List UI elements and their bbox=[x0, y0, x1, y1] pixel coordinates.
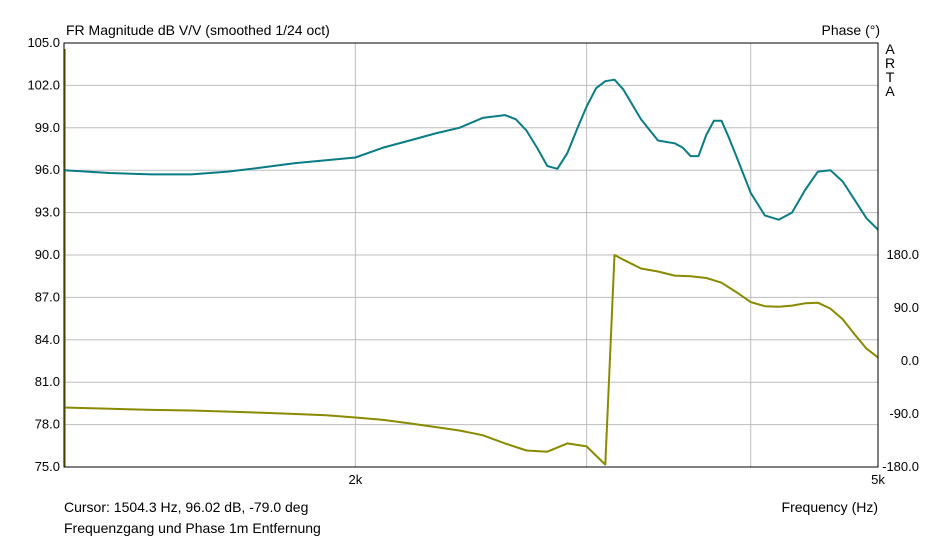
y-tick-label: 90.0 bbox=[35, 247, 60, 262]
y2-tick-label: 180.0 bbox=[886, 247, 919, 262]
y-tick-label: 78.0 bbox=[35, 417, 60, 432]
y2-tick-label: -90.0 bbox=[889, 406, 919, 421]
arta-letter: T bbox=[885, 69, 895, 85]
y-tick-label: 96.0 bbox=[35, 162, 60, 177]
y-tick-label: 99.0 bbox=[35, 120, 60, 135]
chart-caption: Frequenzgang und Phase 1m Entfernung bbox=[64, 520, 321, 536]
right-axis-title: Phase (°) bbox=[821, 22, 880, 38]
chart-title: FR Magnitude dB V/V (smoothed 1/24 oct) bbox=[66, 22, 330, 38]
x-tick-label: 2k bbox=[348, 472, 362, 487]
y-tick-label: 87.0 bbox=[35, 289, 60, 304]
y-tick-label: 84.0 bbox=[35, 332, 60, 347]
magnitude-series-line bbox=[63, 78, 879, 231]
y-tick-label: 75.0 bbox=[35, 459, 60, 474]
arta-letter: R bbox=[884, 55, 896, 71]
y-tick-label: 102.0 bbox=[27, 77, 60, 92]
arta-label: A R T A bbox=[884, 42, 896, 98]
y-tick-label: 93.0 bbox=[35, 205, 60, 220]
y-tick-label: 81.0 bbox=[35, 374, 60, 389]
series-lines bbox=[63, 49, 879, 467]
y-tick-label: 105.0 bbox=[27, 35, 60, 50]
phase-series-line bbox=[63, 254, 879, 466]
arta-letter: A bbox=[885, 41, 895, 57]
plot-frame bbox=[63, 42, 879, 468]
y2-tick-label: 90.0 bbox=[894, 300, 919, 315]
tick-labels: 105.0 102.0 99.0 96.0 93.0 90.0 87.0 84.0 81.0 78… bbox=[27, 35, 919, 487]
x-tick-label: 5k bbox=[871, 472, 885, 487]
cursor-readout: Cursor: 1504.3 Hz, 96.02 dB, -79.0 deg bbox=[64, 499, 309, 515]
x-axis-label: Frequency (Hz) bbox=[781, 499, 878, 515]
y2-tick-label: -180.0 bbox=[882, 459, 919, 474]
y2-tick-label: 0.0 bbox=[901, 353, 919, 368]
arta-letter: A bbox=[885, 83, 895, 99]
